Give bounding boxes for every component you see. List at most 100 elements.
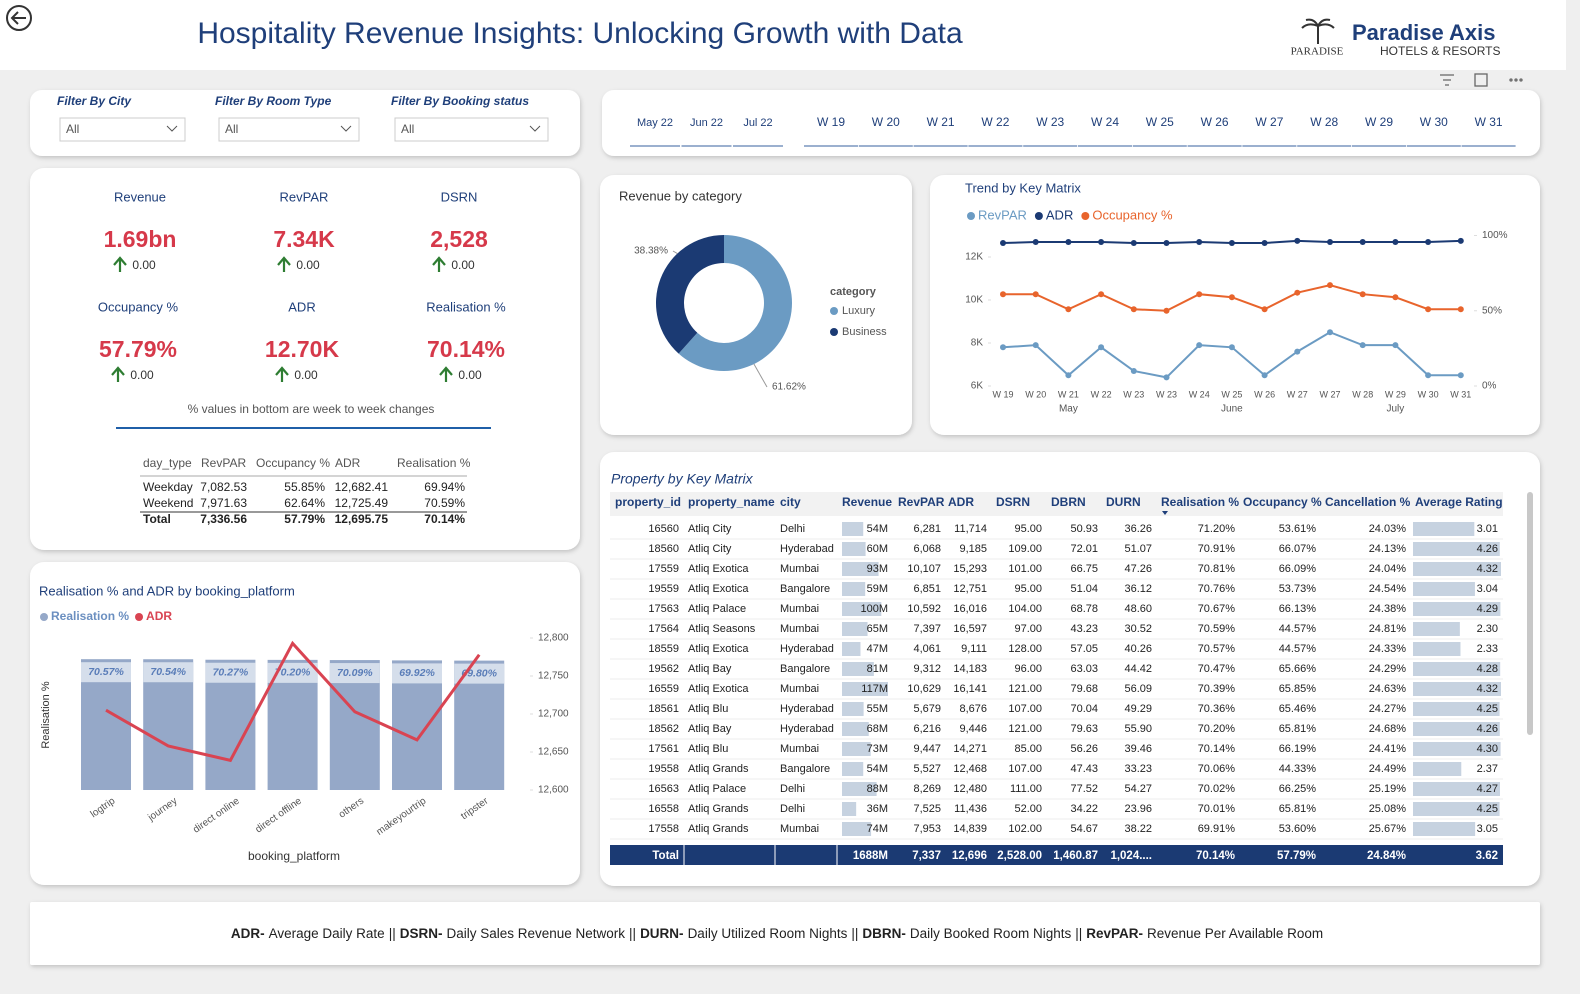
kpi-change: 0.00 <box>130 368 154 382</box>
week-slicer[interactable]: W 19 <box>817 115 845 129</box>
table-cell: 70.47% <box>1198 663 1236 675</box>
week-slicer[interactable]: W 27 <box>1255 115 1283 129</box>
table-cell: 56.09 <box>1124 683 1152 695</box>
table-header: RevPAR <box>201 456 246 470</box>
series-point <box>1457 306 1464 313</box>
table-cell: 7,971.63 <box>200 496 247 510</box>
x-axis-label: booking_platform <box>248 849 340 863</box>
table-cell: Mumbai <box>780 743 819 755</box>
dropdown-box <box>59 117 186 142</box>
table-cell: 47.26 <box>1124 563 1152 575</box>
series-point <box>1261 306 1268 313</box>
table-cell: 107.00 <box>1008 763 1042 775</box>
series-point <box>1425 372 1432 379</box>
table-cell: 56.26 <box>1070 743 1098 755</box>
week-slicer[interactable]: W 25 <box>1146 115 1174 129</box>
table-cell: 70.02% <box>1198 783 1236 795</box>
table-cell: 17559 <box>648 563 679 575</box>
footer-term: DBRN- <box>862 926 906 941</box>
data-bar <box>842 662 874 676</box>
week-slicer[interactable]: W 29 <box>1365 115 1393 129</box>
dropdown-box <box>218 117 360 142</box>
table-cell: 95.00 <box>1014 523 1042 535</box>
total-cell: 12,696 <box>952 850 987 862</box>
series-line <box>105 640 481 763</box>
table-cell: 24.04% <box>1369 563 1407 575</box>
table-cell: 4.26 <box>1477 543 1498 555</box>
week-slicer[interactable]: W 31 <box>1475 115 1503 129</box>
logo-mark: PARADISE <box>1291 46 1344 58</box>
month-slicer[interactable]: Jun 22 <box>690 117 723 129</box>
footer-text: ADR- Average Daily Rate || DSRN- Daily Sales… <box>231 926 1323 941</box>
table-cell: 70.14% <box>1198 743 1236 755</box>
month-slicer[interactable]: Jul 22 <box>743 117 772 129</box>
table-cell: 24.49% <box>1369 763 1407 775</box>
x-tick-label: W 27 <box>1287 389 1308 399</box>
table-cell: 79.68 <box>1070 683 1098 695</box>
table-cell: Mumbai <box>780 563 819 575</box>
week-slicer[interactable]: W 20 <box>872 115 900 129</box>
dropdown[interactable]: All <box>218 117 360 142</box>
table-cell: 6,216 <box>913 723 941 735</box>
table-cell: Atliq Grands <box>688 823 749 835</box>
table-cell: 74M <box>867 823 888 835</box>
table-cell: Weekend <box>143 496 193 510</box>
series-point <box>1196 238 1203 245</box>
series-point <box>1196 342 1203 349</box>
table-cell: 14,183 <box>953 663 987 675</box>
back-button[interactable] <box>6 5 32 31</box>
series-point <box>1065 306 1072 313</box>
kpi-label: RevPAR <box>280 189 329 204</box>
brand-name: Paradise Axis <box>1352 20 1496 45</box>
table-cell: 93M <box>867 563 888 575</box>
table-cell: 63.03 <box>1070 663 1098 675</box>
week-slicer[interactable]: W 24 <box>1091 115 1119 129</box>
total-cell: 24.84% <box>1367 850 1406 862</box>
series-point <box>1163 374 1170 381</box>
data-bar <box>1413 642 1461 656</box>
table-cell: 17558 <box>648 823 679 835</box>
week-slicer[interactable]: W 22 <box>981 115 1009 129</box>
table-cell: 44.33% <box>1279 763 1317 775</box>
page-title: Hospitality Revenue Insights: Unlocking … <box>197 17 963 50</box>
table-cell: 24.81% <box>1369 623 1407 635</box>
table-cell: 54.67 <box>1070 823 1098 835</box>
series-point <box>1163 240 1170 247</box>
kpi-value: 12.70K <box>265 336 340 362</box>
kpi-note: % values in bottom are week to week chan… <box>188 402 435 416</box>
week-slicer[interactable]: W 26 <box>1201 115 1229 129</box>
table-cell: Mumbai <box>780 683 819 695</box>
table-cell: 16558 <box>648 803 679 815</box>
table-cell: 12,480 <box>953 783 987 795</box>
table-cell: Hyderabad <box>780 543 834 555</box>
x-tick-label: W 23 <box>1123 389 1144 399</box>
table-cell: 11,436 <box>954 803 987 815</box>
week-slicer[interactable]: W 21 <box>927 115 955 129</box>
filter-label: Filter By Room Type <box>215 94 332 108</box>
table-header: Realisation % <box>1161 495 1239 509</box>
table-header: property_name <box>688 495 775 509</box>
table-cell: Mumbai <box>780 823 819 835</box>
table-cell: 25.19% <box>1369 783 1407 795</box>
table-cell: 53.60% <box>1279 823 1317 835</box>
scrollbar[interactable] <box>1527 492 1533 735</box>
table-cell: 10,107 <box>907 563 941 575</box>
data-bar <box>842 782 877 796</box>
dropdown[interactable]: All <box>59 117 186 142</box>
week-slicer[interactable]: W 28 <box>1310 115 1338 129</box>
kpi-change: 0.00 <box>458 368 482 382</box>
week-slicer[interactable]: W 23 <box>1036 115 1064 129</box>
table-cell: 17564 <box>648 623 679 635</box>
bar-label-band <box>205 662 256 683</box>
x-tick-label: W 23 <box>1156 389 1177 399</box>
dropdown[interactable]: All <box>394 117 549 142</box>
total-cell: 1,460.87 <box>1053 850 1098 862</box>
week-slicer[interactable]: W 30 <box>1420 115 1448 129</box>
chart-title: Revenue by category <box>619 188 742 203</box>
month-slicer[interactable]: May 22 <box>637 117 673 129</box>
footer-desc: Daily Booked Room Nights <box>910 926 1072 941</box>
table-cell: 12,682.41 <box>335 480 389 494</box>
visual-icons[interactable] <box>1440 73 1523 87</box>
bar-label-band <box>392 663 442 684</box>
table-cell: Atliq Palace <box>688 603 746 615</box>
